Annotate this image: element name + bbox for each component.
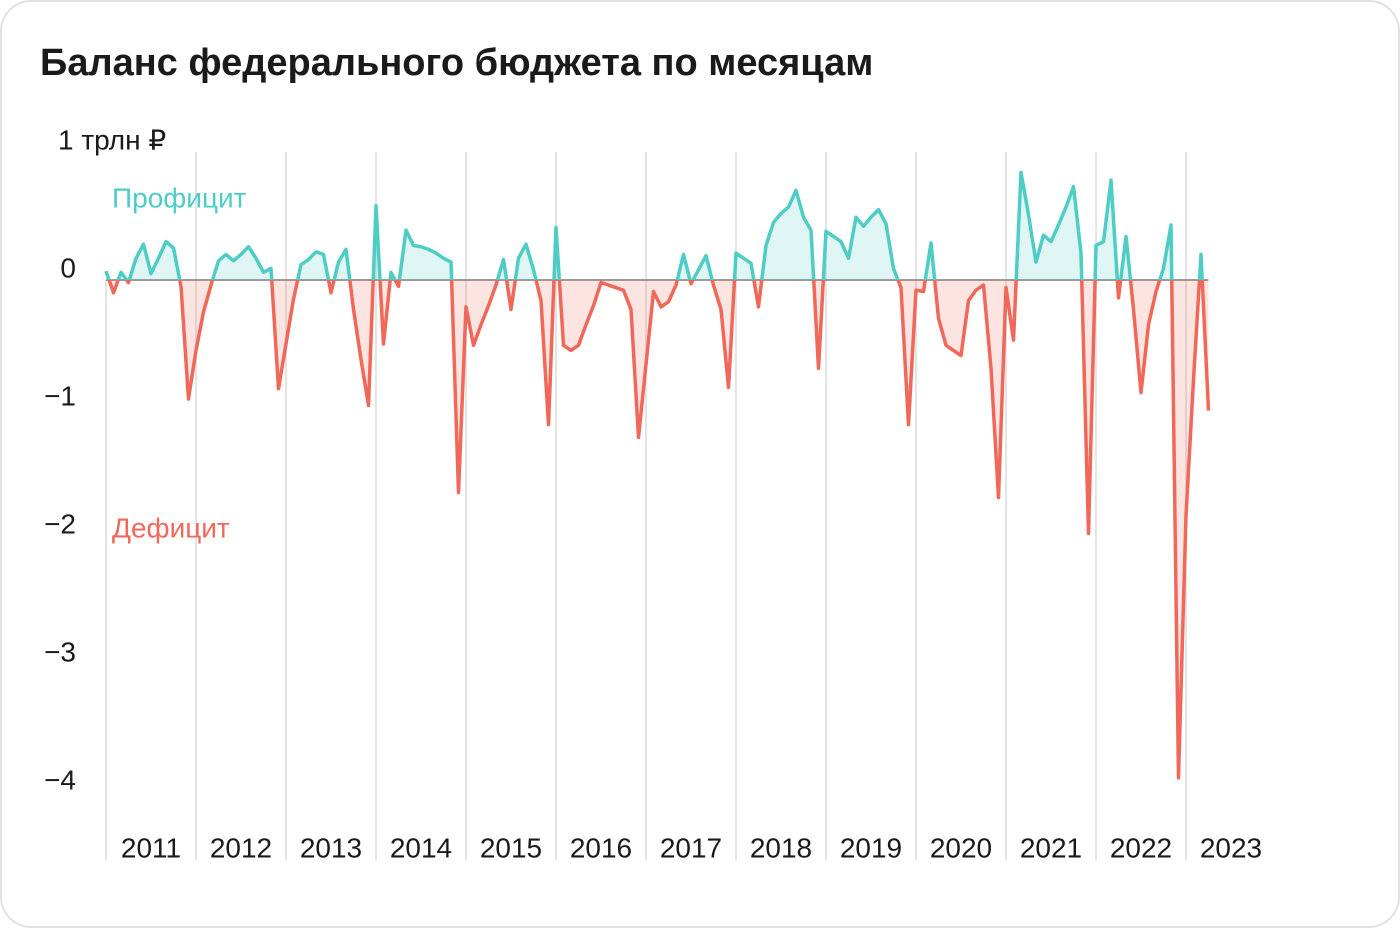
x-tick-label: 2021 [1020, 832, 1082, 863]
y-tick-label: −2 [44, 508, 76, 539]
x-tick-label: 2017 [660, 832, 722, 863]
x-tick-label: 2018 [750, 832, 812, 863]
y-tick-label: 1 трлн ₽ [58, 124, 166, 155]
x-tick-label: 2012 [210, 832, 272, 863]
x-tick-label: 2023 [1200, 832, 1262, 863]
x-tick-label: 2016 [570, 832, 632, 863]
y-tick-label: −1 [44, 380, 76, 411]
area [106, 172, 1209, 778]
x-tick-label: 2019 [840, 832, 902, 863]
annotation-negative: Дефицит [112, 512, 230, 543]
x-tick-label: 2020 [930, 832, 992, 863]
annotation-positive: Профицит [112, 182, 247, 213]
y-tick-label: 0 [60, 252, 76, 283]
y-tick-label: −4 [44, 764, 76, 795]
x-tick-label: 2015 [480, 832, 542, 863]
x-tick-label: 2022 [1110, 832, 1172, 863]
x-tick-label: 2011 [121, 832, 181, 863]
x-tick-label: 2014 [390, 832, 452, 863]
line [104, 170, 1211, 780]
chart-title: Баланс федерального бюджета по месяцам [40, 42, 873, 84]
x-tick-label: 2013 [300, 832, 362, 863]
y-tick-label: −3 [44, 636, 76, 667]
